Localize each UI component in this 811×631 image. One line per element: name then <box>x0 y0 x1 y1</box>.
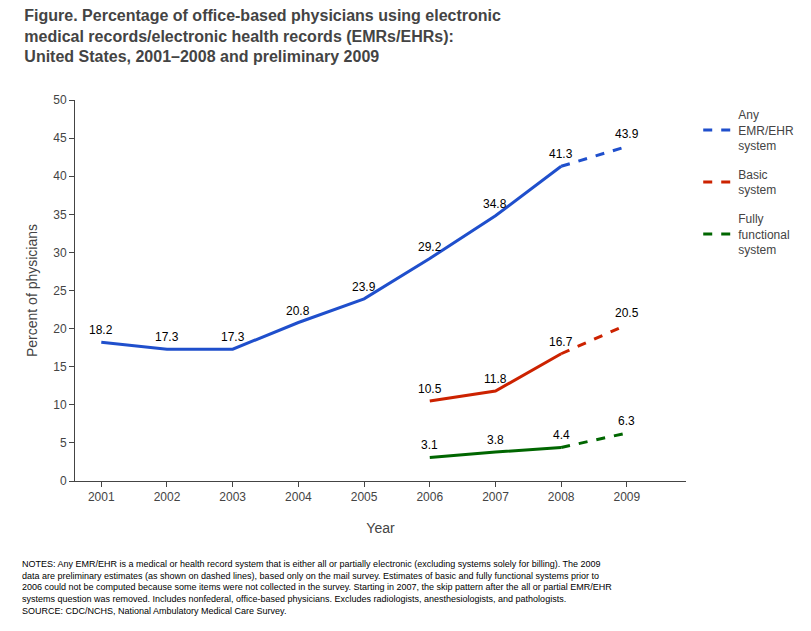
svg-text:2007: 2007 <box>482 490 509 504</box>
svg-text:AnyEMR/EHRsystem: AnyEMR/EHRsystem <box>738 108 794 153</box>
svg-text:15: 15 <box>53 360 67 374</box>
svg-text:2004: 2004 <box>285 490 312 504</box>
svg-text:2009: 2009 <box>614 490 641 504</box>
svg-text:45: 45 <box>53 131 67 145</box>
svg-text:4.4: 4.4 <box>553 428 570 442</box>
svg-text:20: 20 <box>53 322 67 336</box>
svg-text:NOTES: Any EMR/EHR is a medica: NOTES: Any EMR/EHR is a medical or healt… <box>22 559 612 616</box>
svg-text:3.8: 3.8 <box>487 433 504 447</box>
svg-text:35: 35 <box>53 208 67 222</box>
svg-text:Basicsystem: Basicsystem <box>738 168 776 198</box>
svg-text:10.5: 10.5 <box>418 382 442 396</box>
svg-text:2005: 2005 <box>351 490 378 504</box>
svg-text:3.1: 3.1 <box>421 438 438 452</box>
svg-text:18.2: 18.2 <box>89 323 113 337</box>
svg-text:11.8: 11.8 <box>484 372 507 386</box>
svg-text:2001: 2001 <box>88 490 115 504</box>
svg-text:29.2: 29.2 <box>418 240 442 254</box>
svg-text:23.9: 23.9 <box>352 280 376 294</box>
svg-text:Figure. Percentage of office-b: Figure. Percentage of office-based physi… <box>24 7 501 66</box>
svg-text:20.5: 20.5 <box>615 306 639 320</box>
svg-text:2002: 2002 <box>154 490 181 504</box>
svg-text:0: 0 <box>60 474 67 488</box>
svg-text:43.9: 43.9 <box>615 127 639 141</box>
svg-text:50: 50 <box>53 93 67 107</box>
svg-text:25: 25 <box>53 284 67 298</box>
svg-text:2003: 2003 <box>219 490 246 504</box>
svg-text:34.8: 34.8 <box>483 197 507 211</box>
svg-text:2008: 2008 <box>548 490 575 504</box>
svg-text:16.7: 16.7 <box>549 335 573 349</box>
svg-text:17.3: 17.3 <box>221 330 245 344</box>
svg-text:2006: 2006 <box>416 490 443 504</box>
svg-text:30: 30 <box>53 246 67 260</box>
svg-text:10: 10 <box>53 398 67 412</box>
svg-text:6.3: 6.3 <box>618 414 635 428</box>
svg-text:5: 5 <box>60 436 67 450</box>
svg-text:40: 40 <box>53 169 67 183</box>
svg-text:20.8: 20.8 <box>286 304 310 318</box>
svg-text:Year: Year <box>366 520 395 536</box>
svg-text:41.3: 41.3 <box>549 147 573 161</box>
svg-text:Percent of physicians: Percent of physicians <box>24 224 40 357</box>
svg-text:17.3: 17.3 <box>155 330 179 344</box>
svg-text:Fullyfunctionalsystem: Fullyfunctionalsystem <box>738 212 789 257</box>
